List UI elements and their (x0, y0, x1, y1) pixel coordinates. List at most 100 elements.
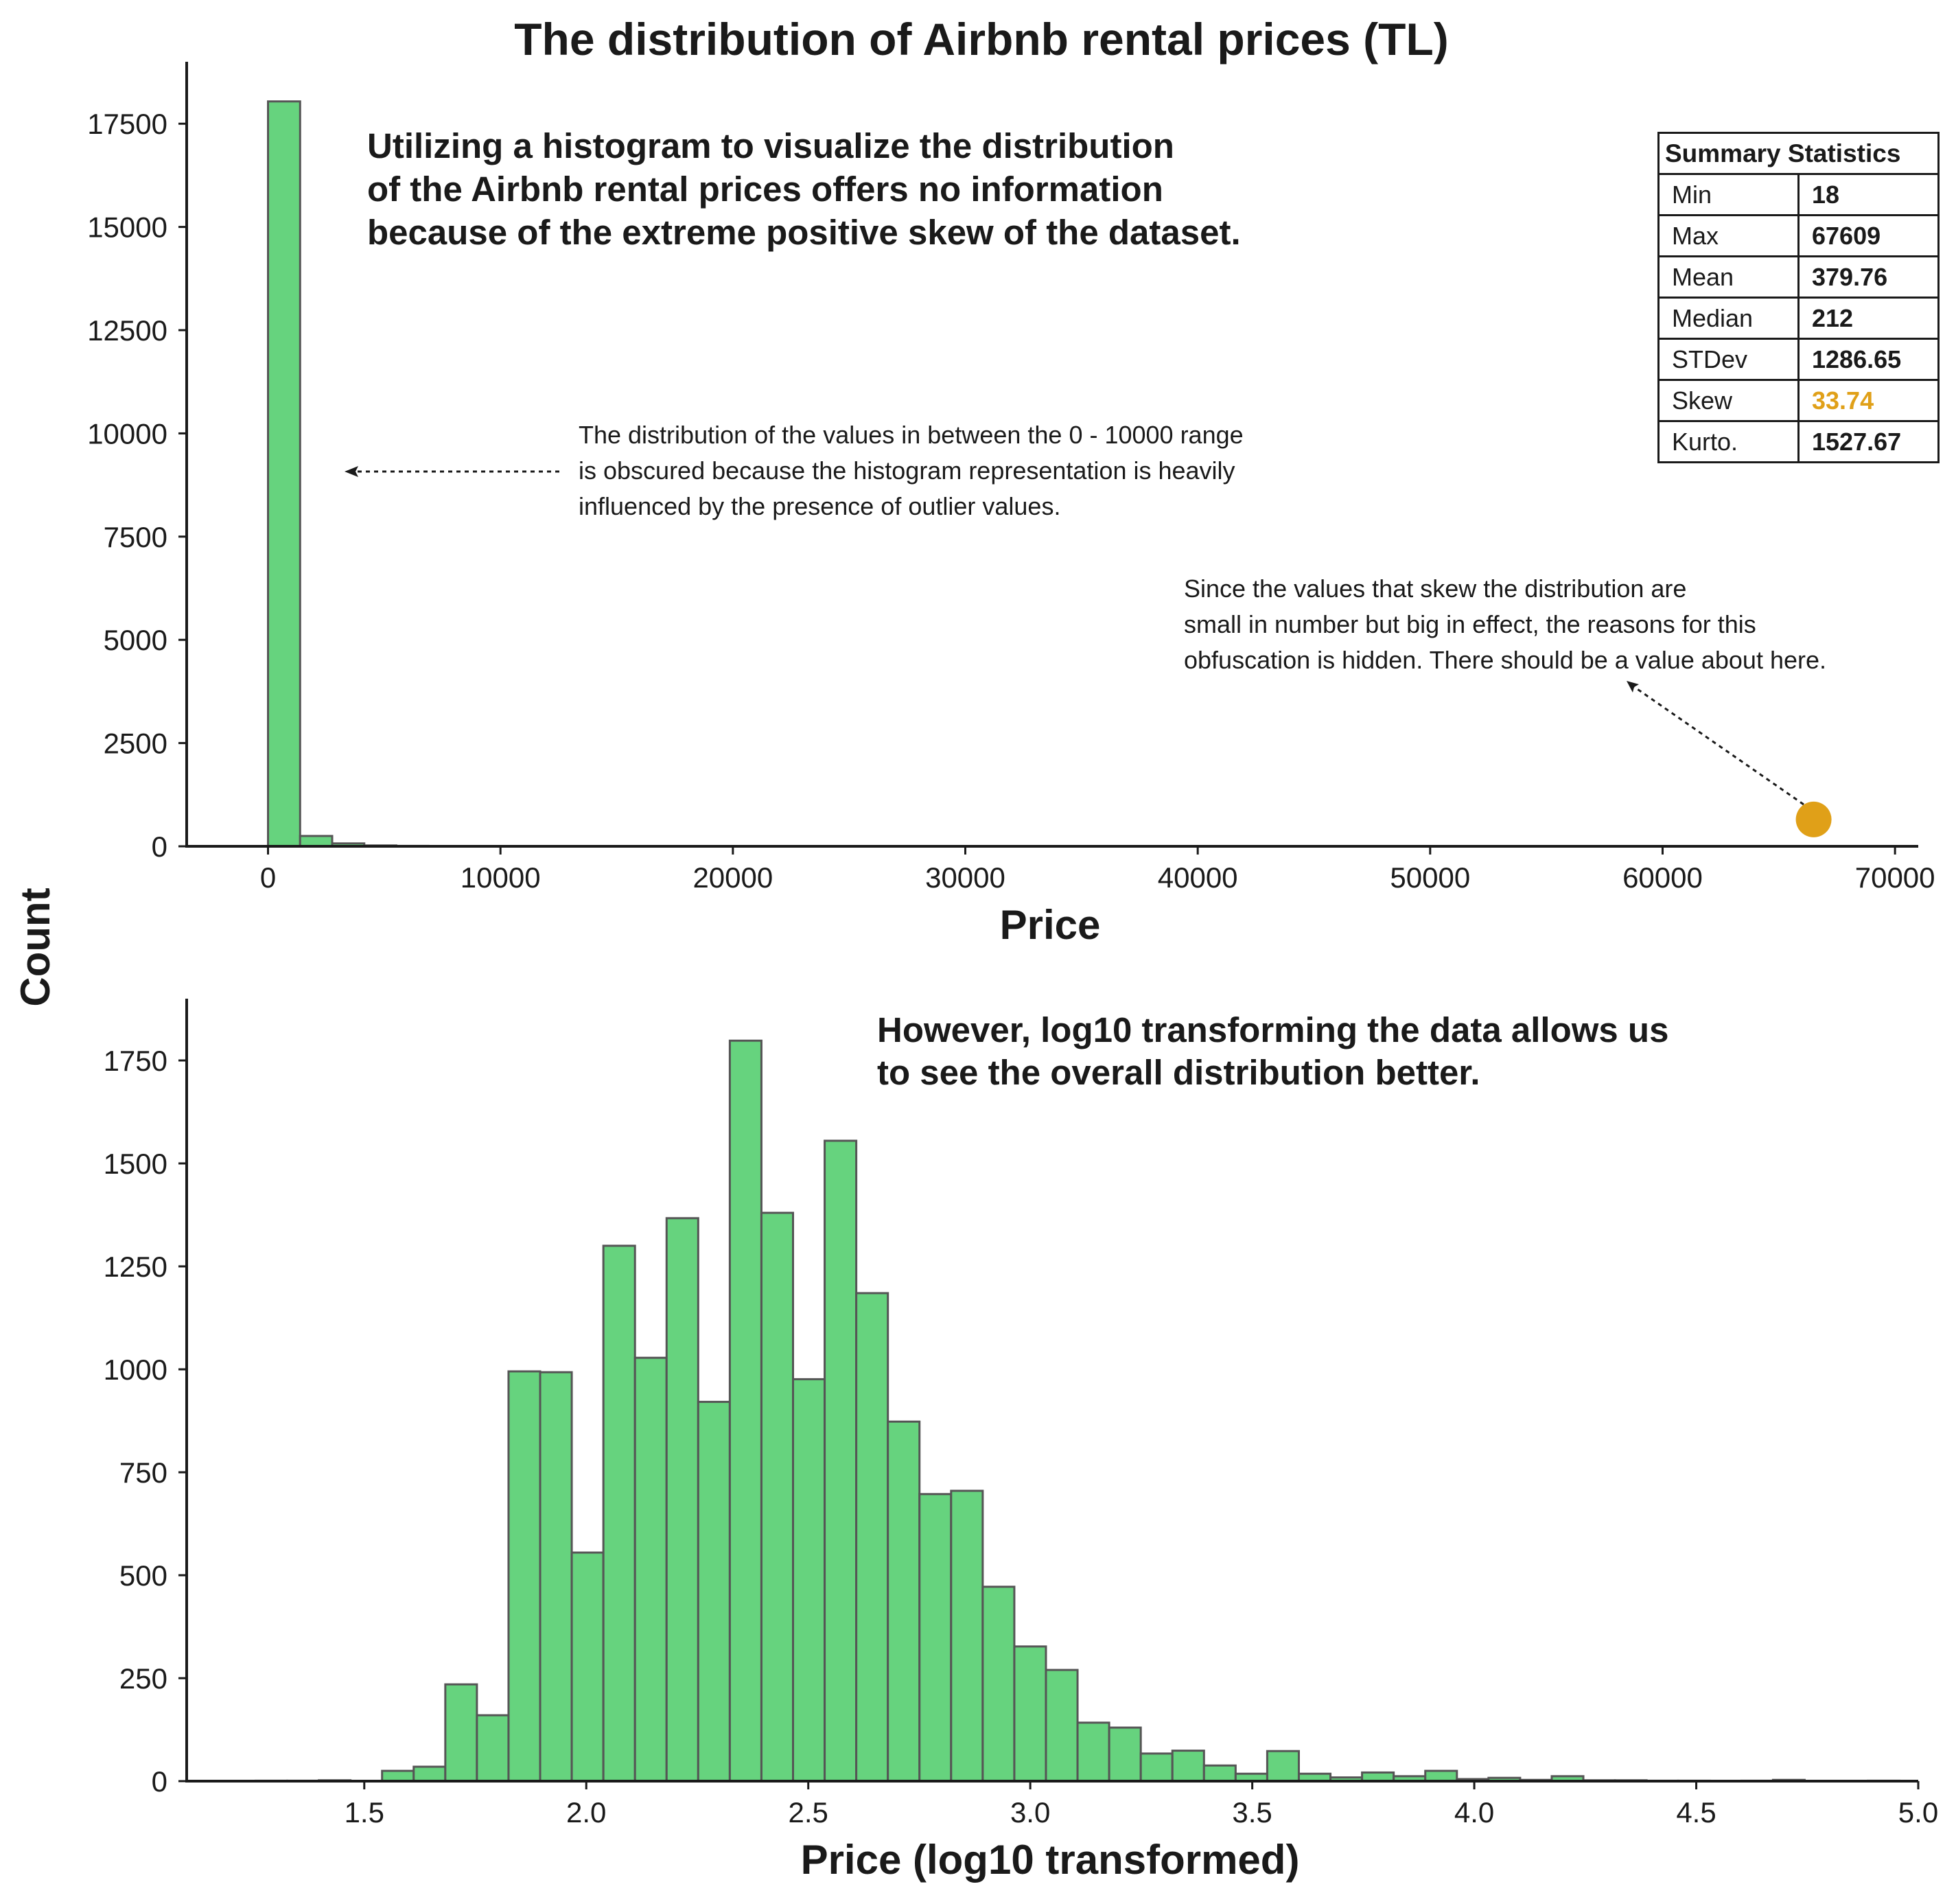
x-tick-label: 5.0 (1898, 1796, 1938, 1828)
y-tick-label: 1250 (104, 1251, 167, 1283)
stat-value: 67609 (1797, 214, 1940, 257)
histogram-bar (1076, 1721, 1110, 1783)
y-tick-label: 17500 (87, 108, 167, 140)
x-tick-label: 3.0 (1010, 1796, 1050, 1828)
histogram-bar (267, 100, 301, 848)
y-tick-label: 2500 (104, 728, 167, 760)
histogram-bar (792, 1378, 826, 1783)
histogram-bar (728, 1039, 762, 1783)
bottom-histogram-panel: 1.5 2.0 2.5 3.0 3.5 4.0 4.5 5.0 0 250 500 750 1000 12… (104, 999, 1938, 1828)
stat-label: Max (1657, 214, 1800, 257)
histogram-bar (570, 1551, 605, 1783)
histogram-bar (665, 1217, 699, 1783)
annotation-line: to see the overall distribution better. (877, 1053, 1480, 1092)
y-tick-label: 1000 (104, 1354, 167, 1386)
histogram-bar (950, 1489, 984, 1783)
x-tick-label: 10000 (461, 861, 541, 894)
y-tick-label: 0 (152, 831, 167, 863)
annotation-line: The distribution of the values in betwee… (579, 421, 1244, 449)
summary-statistics-table: Summary Statistics Min 18 Max 67609 Mean 37… (1657, 132, 1940, 463)
outlier-point (1795, 801, 1832, 837)
histogram-bar (476, 1714, 510, 1783)
stat-label: Skew (1657, 379, 1800, 422)
annotation-line: because of the extreme positive skew of … (367, 213, 1241, 252)
log-annotation: However, log10 transforming the data all… (877, 1010, 1668, 1092)
annotation-line: small in number but big in effect, the r… (1184, 610, 1756, 638)
stat-value: 1286.65 (1797, 338, 1940, 381)
histogram-bar (887, 1420, 921, 1783)
annotation-line: is obscured because the histogram repres… (579, 456, 1235, 485)
obscured-range-annotation: The distribution of the values in betwee… (579, 421, 1244, 520)
stat-label: STDev (1657, 338, 1800, 381)
table-row: Median 212 (1657, 297, 1940, 340)
histogram-bar (1202, 1764, 1237, 1783)
stat-value: 379.76 (1797, 255, 1940, 299)
histogram-bar (855, 1292, 889, 1783)
histogram-bar (1045, 1669, 1079, 1783)
table-row: Mean 379.76 (1657, 255, 1940, 299)
figure-title: The distribution of Airbnb rental prices… (514, 14, 1449, 65)
x-tick-label: 1.5 (345, 1796, 384, 1828)
histogram-bar (1266, 1750, 1300, 1783)
table-row: Min 18 (1657, 173, 1940, 216)
x-tick-label: 40000 (1158, 861, 1238, 894)
histogram-bar (1108, 1726, 1142, 1783)
histogram-bar (444, 1683, 478, 1783)
stat-label: Median (1657, 297, 1800, 340)
histogram-bar (602, 1244, 636, 1783)
x-tick-label: 2.5 (788, 1796, 828, 1828)
annotation-line: Since the values that skew the distribut… (1184, 574, 1686, 603)
arrowhead (1627, 681, 1639, 693)
top-main-annotation: Utilizing a histogram to visualize the d… (367, 126, 1241, 252)
histogram-bar (381, 1769, 415, 1783)
top-histogram-panel: 0 10000 20000 30000 40000 50000 60000 70000 0 250… (87, 62, 1935, 894)
stat-label: Mean (1657, 255, 1800, 299)
annotation-line: However, log10 transforming the data all… (877, 1010, 1668, 1049)
y-tick-label: 500 (119, 1559, 167, 1592)
dotted-arrows (345, 466, 1804, 806)
histogram-bar (1013, 1645, 1047, 1783)
x-tick-label: 2.0 (566, 1796, 606, 1828)
y-tick-label: 15000 (87, 211, 167, 244)
y-tick-label: 12500 (87, 314, 167, 347)
axes (185, 999, 1918, 1783)
histogram-bar (918, 1493, 953, 1783)
x-tick-label: 0 (260, 861, 276, 894)
x-tick-label: 50000 (1390, 861, 1470, 894)
arrow-from-outlier (1633, 685, 1804, 806)
x-tick-label: 4.0 (1454, 1796, 1494, 1828)
y-tick-label: 5000 (104, 624, 167, 656)
x-tick-label: 4.5 (1676, 1796, 1716, 1828)
table-row: Max 67609 (1657, 214, 1940, 257)
stat-label: Kurto. (1657, 420, 1800, 463)
histogram-bar (760, 1211, 795, 1783)
arrowhead (345, 466, 358, 477)
histogram-bar (507, 1370, 542, 1783)
histogram-bar (299, 835, 334, 848)
annotation-line: Utilizing a histogram to visualize the d… (367, 126, 1174, 165)
x-tick-label: 70000 (1855, 861, 1935, 894)
y-axis-label: Count (12, 887, 58, 1006)
histogram-bar (1171, 1750, 1205, 1783)
annotation-line: obfuscation is hidden. There should be a… (1184, 646, 1826, 674)
histogram-bar (1139, 1752, 1174, 1783)
annotation-line: influenced by the presence of outlier va… (579, 492, 1060, 520)
x-tick-label: 3.5 (1232, 1796, 1272, 1828)
histogram-bar (824, 1139, 858, 1783)
top-x-axis-label: Price (1000, 902, 1101, 948)
stat-label: Min (1657, 173, 1800, 216)
x-tick-label: 30000 (925, 861, 1005, 894)
stat-value: 212 (1797, 297, 1940, 340)
x-tick-label: 60000 (1622, 861, 1703, 894)
summary-table-header: Summary Statistics (1657, 132, 1940, 175)
stat-value: 18 (1797, 173, 1940, 216)
annotation-line: of the Airbnb rental prices offers no in… (367, 170, 1163, 209)
y-tick-label: 0 (152, 1765, 167, 1798)
y-tick-label: 10000 (87, 417, 167, 450)
outlier-annotation: Since the values that skew the distribut… (1184, 574, 1826, 674)
y-tick-label: 250 (119, 1662, 167, 1695)
x-tick-label: 20000 (692, 861, 773, 894)
histogram-bar (633, 1356, 668, 1783)
table-row: Skew 33.74 (1657, 379, 1940, 422)
